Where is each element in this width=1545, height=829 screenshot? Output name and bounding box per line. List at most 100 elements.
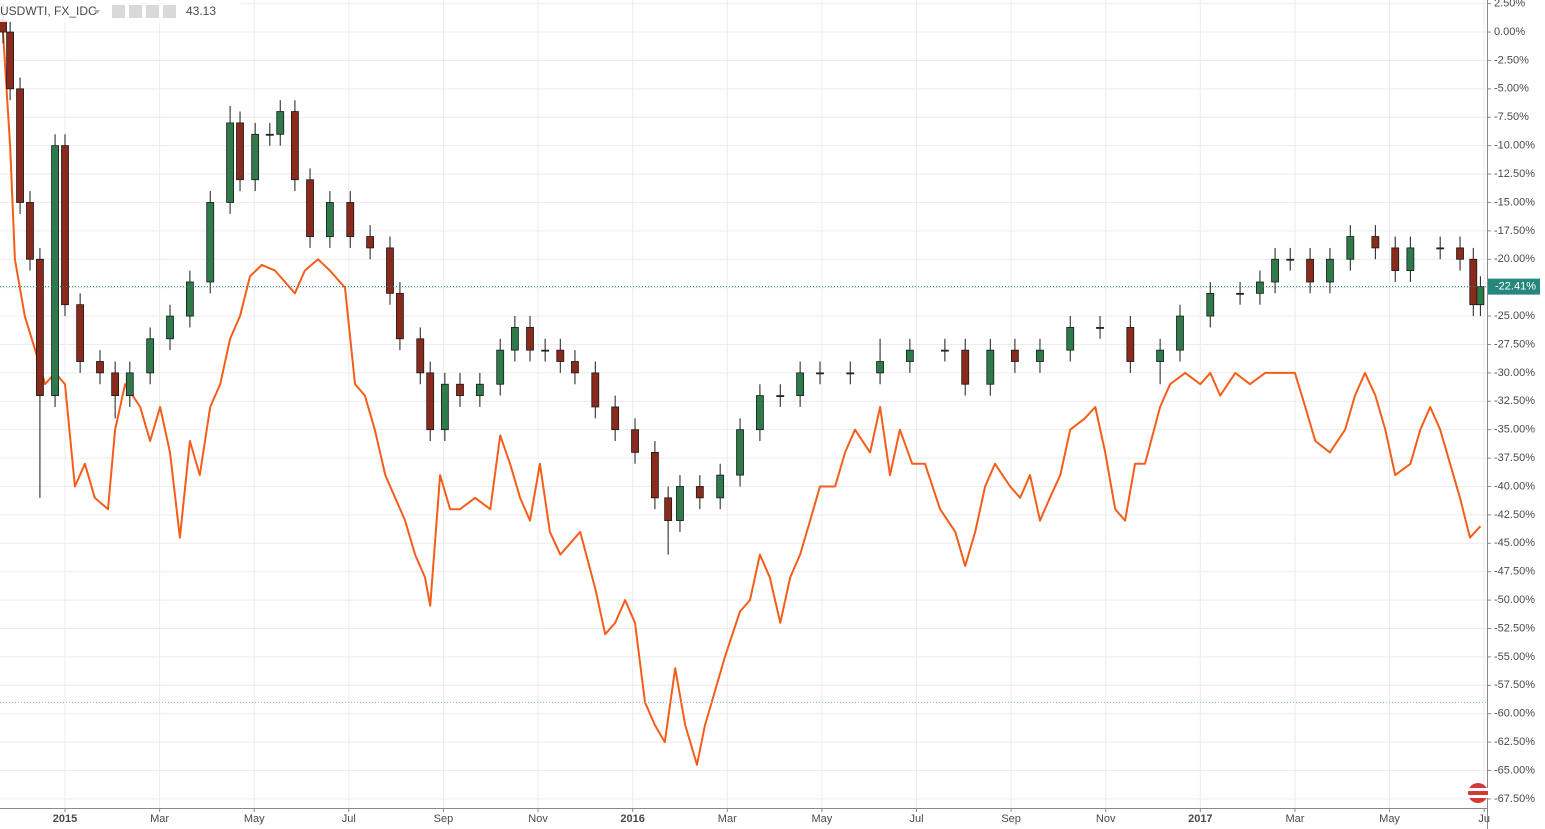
candle-body: [96, 361, 104, 374]
dropdown-arrow[interactable]: [94, 10, 100, 14]
candle-body: [26, 202, 34, 260]
candle-body: [556, 349, 565, 362]
y-tick-label: -47.50%: [1494, 566, 1535, 578]
y-tick-label: -55.00%: [1494, 651, 1535, 663]
candle-body: [36, 258, 44, 396]
flag-circle: [1468, 783, 1488, 803]
candle-body: [6, 31, 15, 90]
x-tick-label: Mar: [718, 813, 737, 825]
x-tick-label: 2015: [53, 813, 77, 825]
y-tick-label: -17.50%: [1494, 225, 1535, 237]
y-tick-label: -65.00%: [1494, 764, 1535, 776]
flag-icon: [1468, 783, 1488, 803]
price-label-box: [1488, 278, 1540, 295]
candle-body: [1306, 258, 1314, 283]
candle-body: [496, 349, 505, 385]
y-tick-label: -37.50%: [1494, 452, 1535, 464]
candle-body: [0, 20, 7, 33]
candle-body: [695, 486, 704, 499]
x-tick-label: Nov: [1096, 813, 1116, 825]
candle-body: [1176, 315, 1184, 351]
candle-body: [226, 122, 234, 203]
x-tick-label: 2016: [620, 813, 644, 825]
candle-body: [591, 372, 600, 408]
candle-body: [51, 145, 59, 396]
candle-body: [1126, 327, 1135, 362]
x-tick-label: 2017: [1188, 813, 1212, 825]
flag-stripe: [1468, 795, 1488, 798]
candle-body: [396, 292, 404, 340]
more-button[interactable]: [146, 5, 159, 18]
y-tick-label: -7.50%: [1494, 111, 1529, 123]
y-tick-label: -15.00%: [1494, 196, 1535, 208]
x-tick-label: Sep: [434, 813, 454, 825]
candle-body: [676, 486, 684, 521]
candle-body: [1346, 236, 1355, 260]
candle-body: [1156, 349, 1165, 362]
candle-body: [510, 327, 519, 351]
y-tick-label: -52.50%: [1494, 622, 1535, 634]
candle-body: [1286, 258, 1295, 261]
y-tick-label: -62.50%: [1494, 736, 1535, 748]
candle-body: [440, 383, 449, 431]
x-tick-label: Sep: [1001, 813, 1021, 825]
candle-body: [611, 406, 620, 431]
candle-body: [631, 429, 639, 453]
y-tick-label: -20.00%: [1494, 253, 1535, 265]
candle-body: [1469, 258, 1478, 306]
candle-body: [816, 372, 824, 375]
candle-body: [251, 133, 260, 181]
settings-button[interactable]: [129, 5, 142, 18]
candle-body: [1406, 247, 1415, 272]
x-tick-label: Nov: [528, 813, 548, 825]
candle-body: [291, 111, 299, 181]
x-tick-label: Jul: [909, 813, 923, 825]
series-title: USDWTI, FX_IDC: [0, 4, 97, 18]
y-tick-label: -27.50%: [1494, 338, 1535, 350]
visibility-button[interactable]: [112, 5, 125, 18]
candle-body: [306, 179, 314, 237]
candle-body: [265, 133, 274, 136]
y-tick-label: -35.00%: [1494, 424, 1535, 436]
candle-body: [1326, 258, 1334, 283]
x-tick-label: May: [811, 813, 832, 825]
y-tick-label: -42.50%: [1494, 509, 1535, 521]
candle-body: [326, 202, 334, 237]
candle-body: [716, 474, 725, 499]
candle-body: [736, 429, 744, 476]
candle-body: [185, 281, 194, 317]
x-tick-label: Ju: [1478, 813, 1490, 825]
candle-body: [16, 88, 24, 203]
y-tick-label: 0.00%: [1494, 26, 1525, 38]
candle-body: [1371, 236, 1380, 249]
y-tick-label: -60.00%: [1494, 708, 1535, 720]
y-tick-label: -10.00%: [1494, 140, 1535, 152]
candle-body: [236, 122, 244, 181]
candle-body: [426, 372, 435, 431]
candle-body: [776, 395, 785, 397]
candle-body: [416, 338, 425, 374]
last-price: 43.13: [186, 4, 216, 18]
candle-body: [366, 236, 375, 249]
y-tick-label: -32.50%: [1494, 395, 1535, 407]
candle-body: [526, 327, 534, 351]
candle-body: [166, 315, 174, 340]
candle-body: [961, 349, 970, 385]
plot-area: [0, 3, 1487, 766]
candle-body: [111, 372, 120, 396]
remove-button[interactable]: [163, 5, 176, 18]
candle-body: [1476, 286, 1485, 306]
candle-body: [146, 338, 155, 374]
grid: [0, 0, 1487, 808]
candle-body: [456, 383, 464, 396]
candle-body: [1096, 327, 1104, 329]
candle-body: [541, 349, 550, 352]
candle-body: [571, 361, 579, 374]
candle-body: [1206, 292, 1215, 317]
y-tick-label: -25.00%: [1494, 310, 1535, 322]
y-tick-label: -67.50%: [1494, 793, 1535, 805]
candle-body: [756, 395, 764, 431]
legend: USDWTI, FX_IDC 43.13: [0, 2, 240, 22]
y-tick-label: -30.00%: [1494, 367, 1535, 379]
